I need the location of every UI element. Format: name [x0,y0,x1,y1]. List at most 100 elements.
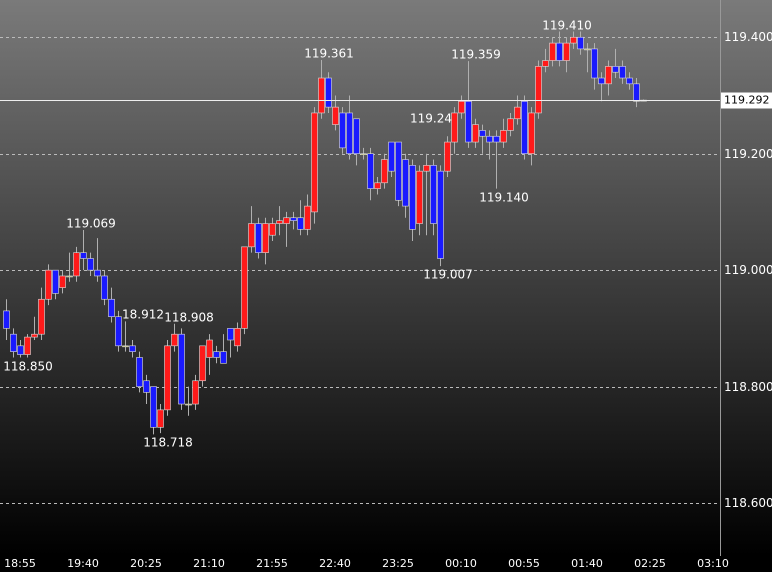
candle-body [360,153,367,156]
candle-body [619,66,626,79]
candle-body [577,36,584,50]
x-tick-label: 23:25 [382,557,414,570]
candle-body [150,386,157,428]
y-tick-label: 118.800 [724,380,772,394]
candle-body [241,246,248,329]
price-annotation: 119.007 [423,268,473,282]
candle-body [549,42,556,61]
x-tick-label: 19:40 [67,557,99,570]
x-tick-label: 00:55 [508,557,540,570]
candle-body [507,118,514,131]
candle-body [493,135,500,143]
candle-body [276,220,283,224]
candle-body [402,159,409,207]
candle-body [451,112,458,143]
candle-body [388,141,395,172]
candle-body [479,130,486,137]
candle-body [633,83,640,102]
candle-body [556,42,563,61]
price-annotation: 119.140 [479,191,529,205]
candle-body [444,141,451,172]
candle-body [563,42,570,61]
candle-body [325,77,332,108]
candle-body [24,336,31,355]
price-annotation: 118.718 [143,436,193,450]
candle-body [171,333,178,347]
candle-body [381,159,388,184]
x-tick-label: 03:10 [697,557,729,570]
candle-body [472,124,479,143]
plot-background [0,0,772,556]
price-annotation: 119.24 [410,112,452,126]
candle-body [332,106,339,125]
candle-body [430,165,437,224]
current-price-box [721,92,772,109]
candle-body [500,130,507,143]
candle-body [346,112,353,155]
price-annotation: 119.359 [451,48,501,62]
candle-body [45,269,52,300]
x-tick-label: 18:55 [4,557,36,570]
candle-body [31,333,38,338]
candle-body [164,345,171,411]
candle-body [234,328,241,347]
candle-body [486,135,493,143]
y-tick-label: 118.600 [724,496,772,510]
candle-body [605,66,612,85]
candle-body [283,217,290,224]
price-annotation: 18.912 [122,308,164,322]
price-annotation: 119.069 [66,217,116,231]
candle-body [178,333,185,405]
x-tick-label: 02:25 [634,557,666,570]
candle-body [136,357,143,387]
candle-body [528,112,535,155]
candle-body [542,60,549,67]
candle-body [514,106,521,120]
price-annotation: 119.361 [304,47,354,61]
price-annotation: 118.850 [3,360,53,374]
candle-body [248,223,255,248]
x-tick-label: 20:25 [130,557,162,570]
candle-body [129,345,136,352]
candle-body [395,141,402,201]
candle-body [3,310,10,329]
candle-body [122,345,129,348]
candle-body [612,66,619,73]
candle-body [220,351,227,364]
candle-body [17,345,24,355]
candle-body [206,339,213,358]
y-tick-label: 119.200 [724,147,772,161]
candle-body [94,269,101,277]
candle-body [584,48,591,51]
candle-body [353,118,360,155]
candle-body [262,223,269,253]
candle-body [598,77,605,85]
candle-body [304,205,311,230]
candle-body [311,112,318,213]
candle-body [192,380,199,405]
price-annotation: 118.908 [164,311,214,325]
y-tick-label: 119.000 [724,263,772,277]
candle-body [416,170,423,224]
candle-body [339,112,346,149]
candle-body [423,165,430,172]
candle-body [38,298,45,335]
candle-body [157,409,164,428]
candle-body [521,101,528,155]
candle-body [115,316,122,347]
candle-body [73,252,80,277]
candle-body [227,328,234,341]
x-tick-label: 21:10 [193,557,225,570]
candle-body [437,170,444,259]
candle-body [213,351,220,358]
x-tick-label: 01:40 [571,557,603,570]
candle-body [290,217,297,221]
candle-body [626,77,633,85]
candle-body [458,101,465,114]
candle-body [108,298,115,318]
candle-body [10,333,17,352]
candle-body [535,66,542,114]
current-price-label: 119.292 [724,94,770,107]
x-tick-label: 00:10 [445,557,477,570]
